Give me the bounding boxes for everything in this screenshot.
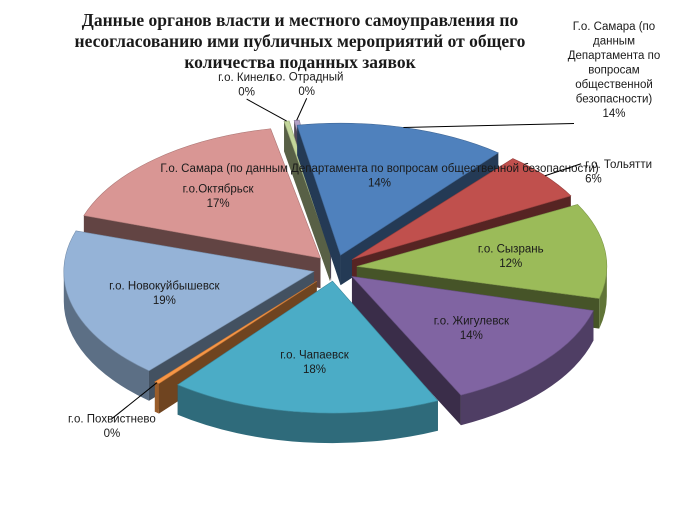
slice-label: г.о. Тольятти 6%	[585, 159, 652, 186]
slice-wall	[351, 276, 461, 426]
leader-line	[296, 98, 308, 121]
slice-label: г.о. Новокуйбышевск 19%	[109, 280, 220, 307]
slice-side	[63, 271, 149, 401]
slice-label: г.о. Кинель 0%	[218, 72, 275, 99]
slice-top	[351, 158, 572, 260]
slice-side	[460, 310, 594, 426]
pie-slice	[177, 280, 439, 444]
slice-top	[296, 122, 499, 256]
slice-top	[154, 280, 317, 384]
slice-label: г.о. Отрадный 0%	[270, 71, 344, 98]
chart-title: Данные органов власти и местного самоупр…	[74, 10, 526, 72]
slice-top	[356, 204, 608, 299]
slice-wall	[297, 125, 341, 286]
slice-top	[83, 128, 321, 259]
slice-label: Г.о. Самара (по данным Департамента по вопр…	[568, 21, 661, 120]
leader-line	[246, 98, 287, 122]
slice-label: Г.о. Самара (по данным Департамента по в…	[160, 163, 599, 190]
leader-line	[403, 123, 575, 128]
slice-side	[177, 384, 438, 444]
leader-line	[111, 382, 158, 420]
slice-label: г.о. Чапаевск 18%	[280, 349, 350, 376]
slice-top	[351, 275, 594, 396]
leader-line	[544, 163, 582, 177]
slice-side	[154, 381, 159, 414]
slice-label: г.о. Жигулевск 14%	[434, 316, 510, 343]
pie-slice	[351, 275, 594, 426]
slice-top	[177, 280, 439, 414]
slice-label: г.о. Сызрань 12%	[478, 244, 544, 271]
slice-side	[599, 266, 607, 329]
slice-top	[63, 230, 315, 372]
slice-label: г.о. Похвистнево 0%	[68, 414, 156, 441]
slice-label: г.о.Октябрьск 17%	[183, 184, 255, 211]
